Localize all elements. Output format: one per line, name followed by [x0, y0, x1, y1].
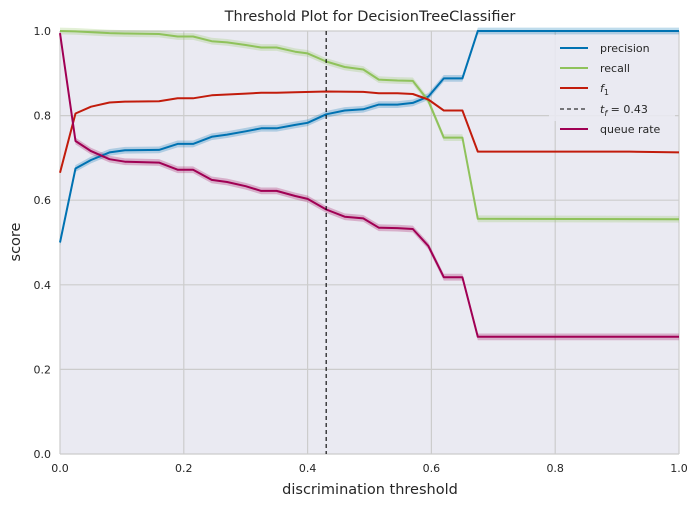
x-tick-labels: 0.0 0.2 0.4 0.6 0.8 1.0: [51, 462, 688, 475]
y-tick-label: 0.2: [34, 363, 52, 376]
y-tick-labels: 0.0 0.2 0.4 0.6 0.8 1.0: [34, 25, 52, 461]
x-tick-label: 0.8: [546, 462, 564, 475]
x-tick-label: 0.2: [175, 462, 193, 475]
y-axis-label: score: [8, 222, 24, 261]
legend-label-queue-rate: queue rate: [600, 123, 661, 136]
line-queue-rate: [59, 32, 679, 338]
x-tick-label: 0.4: [299, 462, 317, 475]
legend-label-precision: precision: [600, 42, 650, 55]
y-tick-label: 0.6: [34, 194, 52, 207]
legend: precision recall f1 tf = 0.43 queue rate: [549, 35, 675, 136]
series-lines: [59, 30, 680, 338]
legend-box: [549, 35, 675, 121]
line-f1: [59, 90, 680, 173]
y-tick-label: 1.0: [34, 25, 52, 38]
y-tick-label: 0.4: [34, 279, 52, 292]
legend-label-f1: f1: [600, 82, 609, 97]
x-tick-label: 1.0: [670, 462, 688, 475]
chart-title: Threshold Plot for DecisionTreeClassifie…: [224, 9, 516, 25]
x-tick-label: 0.0: [51, 462, 69, 475]
x-tick-label: 0.6: [423, 462, 441, 475]
line-recall: [59, 30, 680, 221]
legend-label-recall: recall: [600, 62, 630, 75]
y-tick-label: 0.0: [34, 448, 52, 461]
legend-label-threshold: tf = 0.43: [600, 103, 648, 118]
x-axis-label: discrimination threshold: [282, 482, 458, 498]
y-tick-label: 0.8: [34, 110, 52, 123]
